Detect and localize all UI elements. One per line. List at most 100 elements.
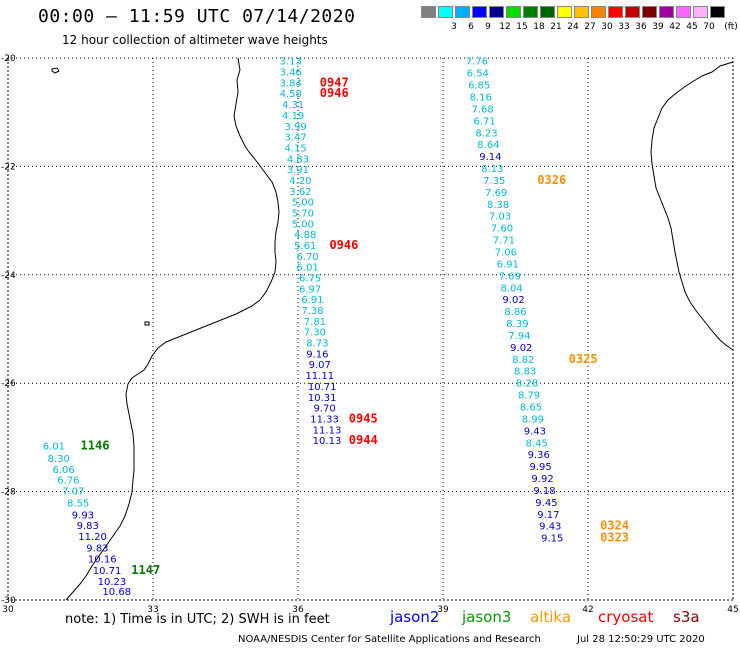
- pass-time-label: 0324: [600, 519, 629, 533]
- pass-time-label: 0325: [569, 352, 598, 366]
- lon-tick-label: 30: [2, 605, 14, 615]
- sat-cryosat: cryosat: [598, 608, 654, 626]
- page-title: 00:00 — 11:59 UTC 07/14/2020: [38, 6, 356, 27]
- wave-height-label: 7.68: [472, 104, 494, 115]
- wave-height-label: 8.13: [481, 164, 503, 175]
- wave-height-label: 6.71: [473, 116, 495, 127]
- wave-height-label: 4.88: [294, 230, 316, 241]
- legend-label: 39: [652, 22, 664, 32]
- wave-height-label: 10.16: [88, 554, 117, 565]
- legend-unit: (ft): [724, 22, 738, 32]
- wave-height-label: 9.83: [86, 543, 108, 554]
- lat-tick-label: -26: [1, 379, 16, 389]
- wave-height-label: 6.70: [297, 252, 319, 263]
- wave-height-label: 11.20: [78, 532, 107, 543]
- lat-tick-label: -20: [1, 54, 16, 64]
- legend-swatch: [472, 6, 487, 18]
- lon-tick-label: 42: [582, 605, 593, 615]
- wave-height-label: 10.31: [308, 393, 337, 404]
- wave-height-label: 8.45: [526, 438, 548, 449]
- legend-swatch: [591, 6, 606, 18]
- sat-jason3: jason3: [462, 608, 512, 626]
- wave-height-label: 6.97: [299, 284, 321, 295]
- wave-height-label: 8.86: [504, 307, 526, 318]
- wave-height-label: 7.71: [493, 236, 515, 247]
- page-subtitle: 12 hour collection of altimeter wave hei…: [62, 33, 328, 47]
- wave-height-label: 9.93: [72, 510, 94, 521]
- sat-jason2: jason2: [390, 608, 440, 626]
- wave-height-label: 3.62: [289, 187, 311, 198]
- lon-tick-label: 36: [292, 605, 304, 615]
- legend-label: 15: [516, 22, 528, 32]
- wave-height-label: 8.23: [475, 128, 497, 139]
- wave-height-label: 9.83: [77, 521, 99, 532]
- wave-height-label: 4.15: [284, 143, 306, 154]
- legend-swatch: [540, 6, 555, 18]
- credit-line: NOAA/NESDIS Center for Satellite Applica…: [238, 634, 541, 645]
- legend-label: 30: [601, 22, 613, 32]
- island-1: [51, 67, 60, 74]
- pass-time-label: 0323: [600, 531, 629, 545]
- wave-height-label: 5.70: [292, 208, 314, 219]
- wave-height-label: 9.07: [309, 360, 331, 371]
- wave-height-label: 11.13: [313, 425, 342, 436]
- legend-swatch: [676, 6, 691, 18]
- pass-time-label: 0326: [537, 173, 566, 187]
- wave-height-label: 6.01: [43, 442, 65, 453]
- lon-tick-label: 33: [147, 605, 158, 615]
- wave-height-label: 7.30: [304, 328, 326, 339]
- wave-height-label: 8.79: [518, 391, 540, 402]
- wave-height-label: 9.45: [535, 498, 557, 509]
- wave-height-label: 6.54: [467, 69, 489, 80]
- lon-tick-label: 39: [437, 605, 449, 615]
- wave-height-label: 9.15: [541, 534, 563, 545]
- pass-time-label: 1147: [131, 563, 160, 577]
- legend-swatch: [710, 6, 725, 18]
- wave-height-label: 6.01: [297, 263, 319, 274]
- wave-height-label: 9.36: [528, 450, 550, 461]
- wave-height-label: 8.99: [522, 414, 544, 425]
- legend-swatch: [642, 6, 657, 18]
- wave-height-label: 9.43: [524, 426, 546, 437]
- wave-height-label: 5.61: [294, 241, 316, 252]
- legend-swatch: [608, 6, 623, 18]
- legend-swatch: [438, 6, 453, 18]
- wave-height-label: 7.07: [62, 487, 84, 498]
- wave-height-label: 9.14: [479, 152, 501, 163]
- legend-swatch: [574, 6, 589, 18]
- wave-height-label: 11.33: [310, 414, 339, 425]
- lon-tick-label: 45: [727, 605, 738, 615]
- wave-height-label: 3.13: [280, 57, 302, 68]
- wave-height-label: 10.13: [313, 436, 342, 447]
- coastlines: [51, 57, 734, 601]
- wave-height-label: 9.95: [530, 462, 552, 473]
- wave-height-label: 3.84: [280, 78, 302, 89]
- pass-time-label: 0945: [349, 411, 378, 425]
- legend-label: 9: [485, 22, 491, 32]
- wave-height-label: 8.30: [48, 454, 70, 465]
- wave-height-label: 10.68: [102, 587, 131, 598]
- wave-height-label: 8.82: [512, 355, 534, 366]
- legend-label: 6: [468, 22, 474, 32]
- madagascar-coastline: [650, 61, 734, 351]
- wave-height-label: 9.02: [510, 343, 532, 354]
- island-2: [144, 321, 150, 326]
- wave-height-label: 4.31: [282, 100, 304, 111]
- pass-time-label: 1146: [81, 439, 110, 453]
- wave-height-label: 9.92: [531, 474, 553, 485]
- wave-height-label: 6.06: [52, 465, 74, 476]
- lat-tick-label: -30: [1, 596, 16, 606]
- legend-label: 45: [686, 22, 698, 32]
- wave-height-label: 6.91: [301, 295, 323, 306]
- legend-swatch: [659, 6, 674, 18]
- sat-altika: altika: [530, 608, 572, 626]
- generated-timestamp: Jul 28 12:50:29 UTC 2020: [577, 634, 705, 645]
- legend-swatch: [455, 6, 470, 18]
- wave-height-label: 3.99: [284, 122, 306, 133]
- wave-height-label: 3.47: [284, 133, 306, 144]
- wave-height-label: 7.06: [495, 247, 517, 258]
- wave-height-label: 11.11: [305, 371, 334, 382]
- lat-tick-label: -22: [1, 162, 16, 172]
- wave-height-label: 7.03: [489, 212, 511, 223]
